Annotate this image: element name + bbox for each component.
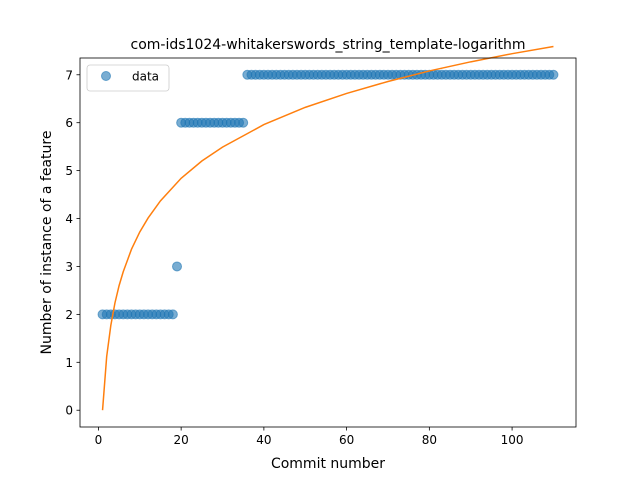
y-tick-label: 3 (65, 260, 73, 274)
y-tick-label: 0 (65, 404, 73, 418)
chart-title: com-ids1024-whitakerswords_string_templa… (131, 37, 526, 53)
x-tick-label: 60 (339, 433, 354, 447)
legend-marker (101, 71, 111, 81)
axes-frame (79, 57, 577, 428)
y-axis-label: Number of instance of a feature (39, 131, 55, 355)
y-axis: 0 1 2 3 4 5 6 7 (65, 68, 80, 418)
x-tick-label: 100 (501, 433, 524, 447)
y-tick-label: 6 (65, 116, 73, 130)
data-point (172, 261, 183, 272)
y-tick-label: 5 (65, 164, 73, 178)
x-tick-label: 80 (422, 433, 437, 447)
fit-line (101, 45, 554, 411)
y-tick-label: 2 (65, 308, 73, 322)
y-tick-label: 7 (65, 68, 73, 82)
y-tick-label: 1 (65, 356, 73, 370)
x-tick-label: 20 (174, 433, 189, 447)
data-point (167, 309, 178, 320)
data-point (238, 117, 249, 128)
x-axis: 0 20 40 60 80 100 (95, 427, 524, 447)
x-tick-label: 0 (95, 433, 103, 447)
legend-label: data (132, 70, 159, 84)
plot-area (97, 45, 559, 411)
x-axis-label: Commit number (271, 456, 385, 472)
x-tick-label: 40 (256, 433, 271, 447)
data-point (548, 69, 559, 80)
y-tick-label: 4 (65, 212, 73, 226)
legend: data (86, 64, 170, 92)
